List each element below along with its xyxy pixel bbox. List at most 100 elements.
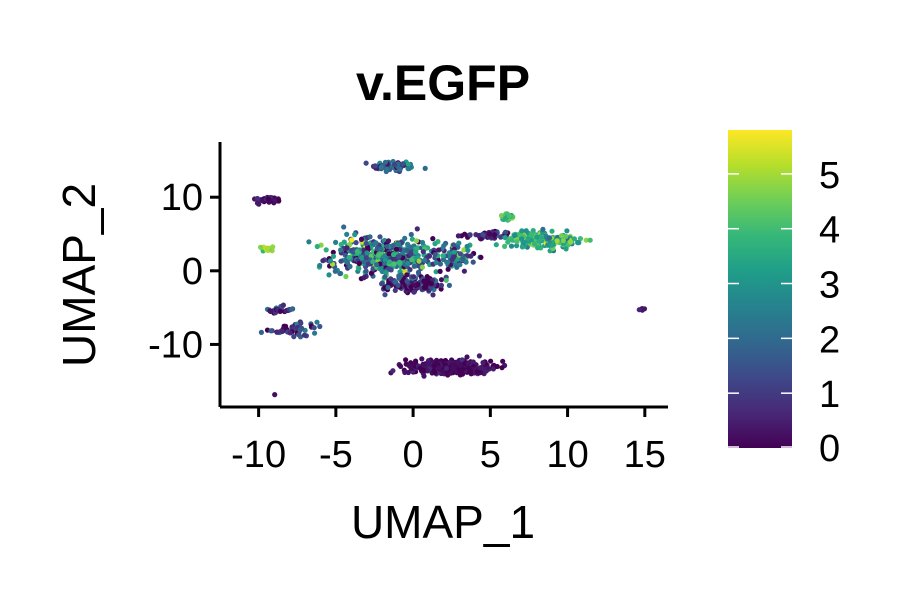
cluster-top-small [363,158,428,175]
data-point [278,308,284,314]
data-point [485,365,491,371]
data-point [327,258,334,264]
data-point [338,241,344,248]
data-point [344,231,350,237]
data-point [417,365,423,371]
data-point [363,160,369,166]
data-point [400,278,406,284]
data-point [430,236,436,242]
cluster-left-mid-1 [264,302,296,316]
data-point [408,251,414,257]
data-point [402,235,408,241]
data-point [280,302,286,308]
data-point [506,213,512,219]
cluster-center-right [428,240,484,274]
data-point [265,245,271,251]
data-point [476,353,482,359]
data-point [365,261,371,267]
data-point [419,264,425,270]
data-point [458,362,464,368]
data-point [437,268,443,274]
data-point [395,282,401,288]
data-point [636,307,642,313]
data-point [258,244,264,250]
data-point [441,243,447,249]
data-point [395,241,401,247]
data-point [583,237,589,243]
data-point [568,239,574,245]
data-point [374,262,380,268]
data-point [363,241,369,247]
data-point [444,260,450,266]
data-point [297,327,303,333]
data-point [272,197,278,203]
data-point [396,259,403,265]
data-point [404,278,410,284]
data-point [258,329,264,335]
data-point [301,332,308,338]
data-point [563,246,569,252]
data-point [356,265,362,272]
data-point [430,292,436,298]
data-point [445,266,451,272]
data-point [494,363,500,370]
data-point [382,159,388,165]
data-point [519,228,525,234]
scatter-points [252,158,648,398]
colorbar-tick-label: 0 [819,428,840,470]
data-point [354,248,360,255]
colorbar: 0 1 2 3 4 5 [728,130,840,470]
cluster-right-knob [499,211,516,223]
data-point [433,260,439,266]
data-point [426,253,433,259]
data-point [330,249,336,255]
data-point [338,258,344,264]
data-point [519,236,525,242]
data-point [420,249,426,255]
data-point [352,232,358,238]
cluster-right-arm [493,226,593,254]
data-point [534,234,540,240]
data-point [468,253,474,259]
data-point [363,255,369,261]
data-point [347,263,353,270]
data-point [432,252,438,258]
data-point [508,243,515,249]
data-point [419,239,426,246]
data-point [509,237,515,243]
chart-title: v.EGFP [356,55,530,111]
data-point [353,240,359,246]
data-point [440,253,446,259]
data-point [409,257,415,263]
colorbar-tick-label: 3 [819,265,840,307]
data-point [437,261,443,267]
data-point [392,279,398,285]
data-point [422,257,428,263]
data-point [545,242,551,248]
data-point [563,233,569,239]
data-point [422,165,428,171]
data-point [405,166,411,172]
data-point [465,247,471,253]
data-point [450,365,456,372]
data-point [330,253,337,259]
data-point [493,242,499,248]
data-point [502,235,508,241]
data-point [320,258,326,264]
data-point [460,255,466,261]
data-point [457,366,463,372]
data-point [289,306,295,312]
data-point [467,232,473,238]
data-point [386,265,392,272]
data-point [464,243,470,250]
cluster-left-bright [258,244,276,254]
data-point [505,239,511,245]
data-point [438,277,445,283]
data-point [433,269,439,275]
data-point [474,369,480,375]
data-point [388,276,394,282]
data-point [438,282,444,288]
data-point [525,236,531,242]
data-point [431,368,437,374]
